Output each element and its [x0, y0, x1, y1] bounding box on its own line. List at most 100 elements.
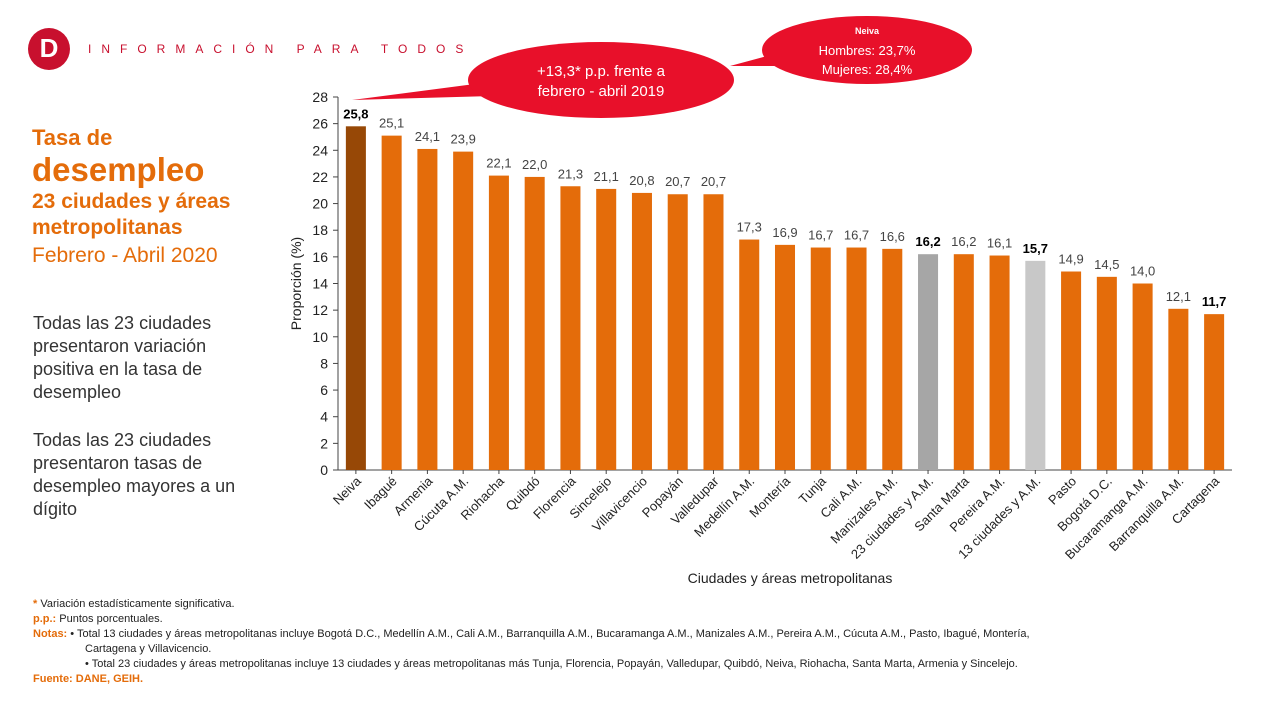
value-label: 17,3	[737, 220, 762, 235]
value-label: 14,5	[1094, 257, 1119, 272]
value-label: 24,1	[415, 129, 440, 144]
value-label: 15,7	[1023, 241, 1048, 256]
value-label: 16,2	[951, 234, 976, 249]
bar	[345, 126, 366, 471]
y-tick-label: 28	[312, 89, 328, 105]
value-label: 22,1	[486, 156, 511, 171]
y-tick-label: 20	[312, 196, 328, 212]
value-label: 16,2	[915, 234, 940, 249]
fuente-label: Fuente:	[33, 673, 73, 685]
bar	[1168, 308, 1189, 470]
notas-label: Notas:	[33, 628, 68, 640]
bar	[1132, 283, 1153, 470]
category-label: Tunja	[796, 473, 830, 507]
note-13-cities: Notas: • Total 13 ciudades y áreas metro…	[33, 627, 1253, 642]
title-line2: desempleo	[32, 151, 205, 188]
value-label: 14,0	[1130, 264, 1155, 279]
bar-chart: +13,3* p.p. frente a febrero - abril 201…	[288, 16, 1232, 586]
value-label: 16,6	[880, 229, 905, 244]
value-label: 12,1	[1166, 289, 1191, 304]
paragraph-digit: Todas las 23 ciudades presentaron tasas …	[33, 430, 236, 519]
value-label: 25,1	[379, 116, 404, 131]
note-pp: p.p.: Puntos porcentuales.	[33, 612, 1253, 627]
callout-right-title: Neiva	[855, 26, 880, 36]
bar	[631, 192, 652, 470]
value-labels: 25,8 25,1 24,1 23,9 22,1 22,0 21,3 21,1 20,8 20,7…	[343, 106, 1226, 309]
bar	[417, 148, 438, 471]
callout-left: +13,3* p.p. frente a febrero - abril 201…	[352, 42, 734, 118]
category-label: Neiva	[330, 473, 365, 508]
y-axis-label: Proporción (%)	[288, 237, 304, 330]
tagline: INFORMACIÓN PARA TODOS	[88, 42, 474, 56]
value-label: 16,9	[772, 225, 797, 240]
bar	[488, 175, 509, 470]
callout-right-line1: Hombres: 23,7%	[819, 43, 916, 58]
value-label: 16,7	[808, 228, 833, 243]
bar	[453, 151, 474, 470]
bar	[1204, 314, 1225, 470]
title-block: Tasa de desempleo 23 ciudades y áreas me…	[32, 125, 282, 271]
y-tick-label: 18	[312, 222, 328, 238]
value-label: 16,1	[987, 236, 1012, 251]
value-label: 21,1	[594, 169, 619, 184]
title-line3: 23 ciudades y áreas	[32, 190, 231, 213]
note-star: *	[33, 598, 38, 610]
bar	[953, 254, 974, 470]
y-tick-label: 14	[312, 276, 328, 292]
paragraph-variation: Todas las 23 ciudades presentaron variac…	[33, 313, 212, 402]
bar	[774, 244, 796, 470]
callout-right-line2: Mujeres: 28,4%	[822, 62, 913, 77]
footnotes: * Variación estadísticamente significati…	[33, 597, 1253, 687]
bar	[739, 239, 760, 470]
value-label: 11,7	[1202, 294, 1227, 309]
y-tick-label: 8	[320, 355, 328, 371]
dane-logo: D	[28, 28, 70, 70]
bar	[1096, 276, 1117, 470]
callout-left-bubble	[468, 42, 734, 118]
callout-left-pointer	[352, 82, 492, 100]
fuente-text: DANE, GEIH.	[72, 673, 144, 685]
value-label: 20,7	[665, 174, 690, 189]
value-label: 22,0	[522, 157, 547, 172]
value-label: 25,8	[343, 106, 368, 121]
bar	[989, 255, 1010, 470]
y-tick-label: 2	[320, 435, 328, 451]
value-label: 21,3	[558, 166, 583, 181]
bar	[1061, 271, 1082, 470]
bar	[560, 186, 581, 470]
y-tick-label: 4	[320, 409, 328, 425]
title-line1: Tasa de	[32, 125, 113, 150]
y-tick-label: 26	[312, 116, 328, 132]
value-label: 20,8	[629, 173, 654, 188]
y-tick-label: 24	[312, 142, 328, 158]
logo-letter: D	[39, 33, 59, 63]
y-tick-label: 12	[312, 302, 328, 318]
title-line4: metropolitanas	[32, 216, 183, 239]
bar	[918, 254, 939, 470]
bar	[381, 135, 402, 470]
bar	[596, 188, 617, 471]
value-label: 16,7	[844, 228, 869, 243]
callout-right: Neiva Hombres: 23,7% Mujeres: 28,4%	[730, 16, 972, 84]
y-tick-label: 22	[312, 169, 328, 185]
note1-text: • Total 13 ciudades y áreas metropolitan…	[70, 628, 1030, 640]
bar	[524, 176, 545, 470]
y-tick-label: 16	[312, 249, 328, 265]
note-13-cities-cont: Cartagena y Villavicencio.	[85, 643, 212, 655]
x-axis-label: Ciudades y áreas metropolitanas	[688, 570, 893, 586]
bar	[810, 247, 831, 470]
bar	[703, 194, 724, 470]
note-source: Fuente: DANE, GEIH.	[33, 672, 1253, 687]
bars	[345, 126, 1225, 471]
note-pp-label: p.p.:	[33, 613, 57, 625]
callout-right-bubble	[762, 16, 972, 84]
note-pp-text: Puntos porcentuales.	[56, 613, 163, 625]
bar	[1025, 260, 1046, 470]
note-23-cities: • Total 23 ciudades y áreas metropolitan…	[85, 658, 1018, 670]
title-period: Febrero - Abril 2020	[32, 244, 218, 267]
value-label: 14,9	[1058, 252, 1083, 267]
y-tick-label: 6	[320, 382, 328, 398]
bar	[667, 194, 688, 470]
